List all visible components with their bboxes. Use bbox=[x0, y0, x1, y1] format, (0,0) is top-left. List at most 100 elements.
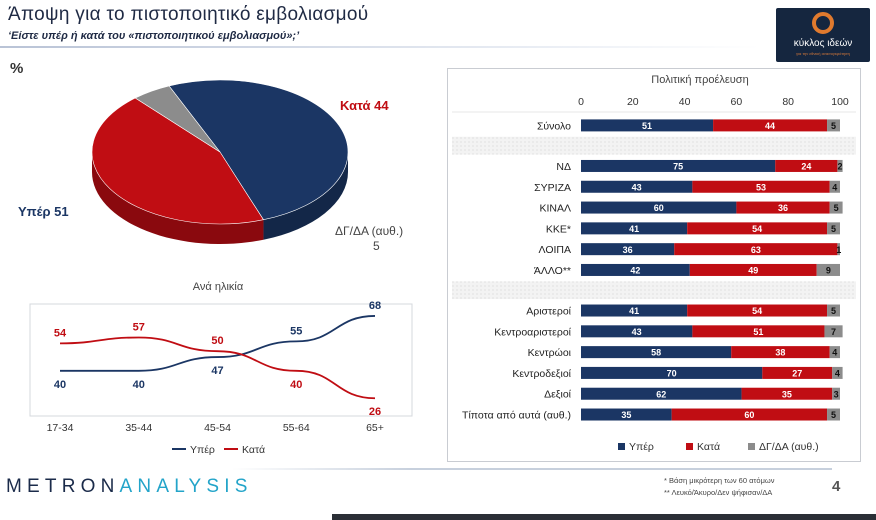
bar-seg-1-0-0 bbox=[581, 159, 776, 172]
bar-value-0-0-0: 51 bbox=[642, 121, 652, 131]
pie-label-dgda: ΔΓ/ΔΑ (αυθ.) bbox=[335, 224, 403, 238]
pie-side-0 bbox=[263, 152, 348, 240]
bar-value-0-0-1: 44 bbox=[765, 121, 775, 131]
bar-chart-title: Πολιτική προέλευση bbox=[651, 74, 748, 86]
bar-seg-1-0-2 bbox=[837, 159, 843, 172]
bar-legend-swatch-1 bbox=[686, 443, 693, 450]
logo-tagline: για την εθνική ανασυγκρότηση bbox=[796, 51, 850, 56]
age-label-kata-2: 50 bbox=[211, 335, 223, 347]
bar-value-1-4-1: 63 bbox=[751, 245, 761, 255]
footer-divider bbox=[232, 468, 832, 470]
bar-legend-label-2: ΔΓ/ΔΑ (αυθ.) bbox=[759, 441, 819, 453]
age-label-yper-4: 68 bbox=[369, 300, 381, 312]
age-label-yper-0: 40 bbox=[54, 379, 66, 391]
political-origin-panel: Πολιτική προέλευση 0 20 40 60 80 100 Σύνολο 51… bbox=[447, 68, 861, 462]
age-legend-label-0: Υπέρ bbox=[190, 444, 215, 456]
bar-legend-label-0: Υπέρ bbox=[629, 441, 654, 453]
bar-row-label-2-4: Δεξιοί bbox=[544, 389, 572, 401]
age-tick-2: 45-54 bbox=[204, 422, 231, 434]
bar-value-2-1-0: 43 bbox=[632, 327, 642, 337]
bar-seg-2-2-0 bbox=[581, 346, 732, 359]
percent-sign: % bbox=[10, 60, 24, 77]
bar-seg-1-3-2 bbox=[827, 222, 840, 235]
bar-value-2-0-2: 5 bbox=[831, 306, 836, 316]
bar-seg-2-3-1 bbox=[762, 366, 833, 379]
bar-value-1-5-0: 42 bbox=[630, 266, 640, 276]
bar-value-2-5-1: 60 bbox=[744, 410, 754, 420]
kyklos-ideon-logo: κύκλος ιδεών για την εθνική ανασυγκρότησ… bbox=[776, 8, 870, 62]
bar-value-2-3-1: 27 bbox=[792, 369, 802, 379]
bar-value-2-4-1: 35 bbox=[782, 389, 792, 399]
pie-label-kata: Κατά 44 bbox=[340, 98, 389, 113]
bar-seg-1-5-1 bbox=[689, 263, 817, 276]
bar-legend-label-1: Κατά bbox=[697, 441, 720, 453]
bar-tick-2: 40 bbox=[679, 96, 691, 108]
bar-value-2-5-2: 5 bbox=[831, 410, 836, 420]
bar-seg-0-0-0 bbox=[581, 119, 714, 132]
bar-value-2-4-0: 62 bbox=[656, 389, 666, 399]
bar-value-1-3-0: 41 bbox=[629, 224, 639, 234]
age-tick-0: 17-34 bbox=[47, 422, 74, 434]
bar-value-1-0-2: 2 bbox=[837, 162, 842, 172]
pie-slice-1 bbox=[91, 97, 264, 225]
bar-seg-2-3-2 bbox=[832, 366, 843, 379]
bottom-bar bbox=[332, 514, 876, 520]
bar-value-2-1-1: 51 bbox=[753, 327, 763, 337]
pie-label-yper: Υπέρ 51 bbox=[18, 204, 69, 219]
bar-seg-1-4-1 bbox=[674, 243, 838, 256]
pie-slice-0 bbox=[168, 79, 349, 221]
page-subtitle: ‘Είστε υπέρ ή κατά του «πιστοποιητικού ε… bbox=[8, 30, 300, 42]
bar-seg-0-0-1 bbox=[713, 119, 828, 132]
age-tick-4: 65+ bbox=[366, 422, 384, 434]
bar-value-2-2-1: 38 bbox=[775, 348, 785, 358]
bar-row-label-2-2: Κεντρώοι bbox=[528, 347, 572, 359]
pie-slice-2 bbox=[134, 85, 221, 153]
page-number: 4 bbox=[832, 478, 841, 495]
age-label-yper-3: 55 bbox=[290, 325, 302, 337]
bar-value-1-2-0: 60 bbox=[654, 203, 664, 213]
brand-part-2: ANALYSIS bbox=[119, 476, 253, 497]
bar-seg-1-2-1 bbox=[736, 201, 830, 214]
title-divider bbox=[0, 46, 760, 48]
bar-seg-2-1-2 bbox=[824, 325, 843, 338]
bar-seg-2-0-1 bbox=[687, 304, 828, 317]
bar-tick-0: 0 bbox=[578, 96, 584, 108]
bar-seg-0-0-2 bbox=[827, 119, 840, 132]
bar-row-label-2-5: Τίποτα από αυτά (αυθ.) bbox=[462, 410, 571, 422]
bar-seg-2-5-2 bbox=[827, 408, 840, 421]
bar-value-1-3-1: 54 bbox=[752, 224, 762, 234]
bar-legend-swatch-2 bbox=[748, 443, 755, 450]
bar-row-label-1-5: ΆΛΛΟ** bbox=[534, 265, 571, 277]
bar-tick-5: 100 bbox=[831, 96, 849, 108]
bar-seg-2-1-0 bbox=[581, 325, 693, 338]
age-chart-plot-area bbox=[29, 303, 413, 417]
bar-row-label-2-1: Κεντροαριστεροί bbox=[494, 326, 571, 338]
logo-text: κύκλος ιδεών bbox=[793, 38, 853, 49]
bar-tick-1: 20 bbox=[627, 96, 639, 108]
bar-value-2-2-2: 4 bbox=[832, 348, 837, 358]
bar-row-label-0-0: Σύνολο bbox=[537, 120, 571, 132]
age-line-yper bbox=[60, 315, 376, 372]
age-line-kata bbox=[59, 336, 376, 400]
age-label-yper-1: 40 bbox=[133, 379, 145, 391]
bar-seg-2-5-0 bbox=[581, 408, 672, 421]
bar-seg-1-0-1 bbox=[775, 159, 838, 172]
bar-value-2-2-0: 58 bbox=[651, 348, 661, 358]
bar-value-1-1-1: 53 bbox=[756, 182, 766, 192]
bar-seg-1-5-0 bbox=[581, 263, 690, 276]
bar-value-2-3-0: 70 bbox=[667, 369, 677, 379]
bar-seg-1-2-0 bbox=[581, 201, 737, 214]
pie-label-dgda-value: 5 bbox=[373, 239, 380, 253]
pie-chart: Υπέρ 51 Κατά 44 ΔΓ/ΔΑ (αυθ.) 5 bbox=[18, 79, 403, 253]
bar-value-1-5-1: 49 bbox=[748, 266, 758, 276]
bar-value-1-3-2: 5 bbox=[831, 224, 836, 234]
bar-seg-1-1-1 bbox=[692, 180, 830, 193]
age-label-kata-1: 57 bbox=[133, 321, 145, 333]
bar-value-2-5-0: 35 bbox=[621, 410, 631, 420]
bar-row-label-1-2: ΚΙΝΑΛ bbox=[539, 203, 571, 215]
bar-legend-swatch-0 bbox=[618, 443, 625, 450]
bar-seg-1-4-2 bbox=[837, 243, 840, 256]
bar-row-label-1-0: ΝΔ bbox=[556, 161, 571, 173]
bar-seg-2-0-0 bbox=[581, 304, 688, 317]
bar-seg-1-4-0 bbox=[581, 243, 675, 256]
